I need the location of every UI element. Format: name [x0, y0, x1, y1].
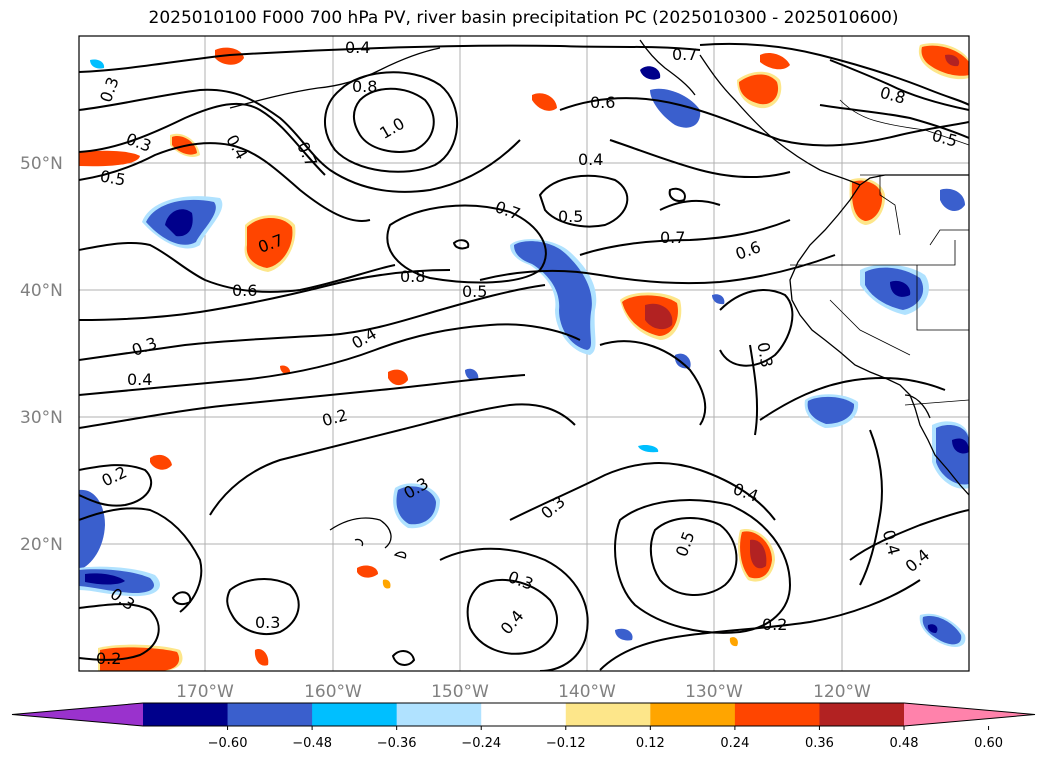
- contour-label: 0.3: [255, 613, 280, 632]
- colorbar-extend-max: [904, 703, 1035, 726]
- colorbar-tick-label: 0.36: [805, 736, 834, 751]
- contour-label: 0.7: [660, 228, 685, 247]
- colorbar-segment: [227, 703, 313, 726]
- colorbar-outline: [11, 702, 1036, 727]
- lat-label: 40°N: [20, 281, 63, 301]
- lon-label: 130°W: [685, 682, 743, 702]
- colorbar: −0.60 −0.48 −0.36 −0.24 −0.12 0.12 0.24 0.36 0.4…: [11, 702, 1036, 751]
- colorbar-segment: [650, 703, 736, 726]
- map-frame: [78, 35, 970, 672]
- colorbar-segment: [734, 703, 820, 726]
- longitude-labels: 170°W 160°W 150°W 140°W 130°W 120°W: [176, 682, 871, 702]
- contour-label: 0.7: [672, 45, 697, 64]
- pv-contours: [79, 42, 969, 671]
- colorbar-tick-label: 0.60: [974, 736, 1003, 751]
- negative-pc-region: [79, 59, 969, 647]
- colorbar-tick-label: 0.12: [636, 736, 665, 751]
- lon-label: 150°W: [431, 682, 489, 702]
- contour-label: 0.3: [753, 341, 776, 369]
- colorbar-tick-label: 0.24: [720, 736, 749, 751]
- contour-label: 0.8: [400, 267, 425, 286]
- colorbar-extend-min: [12, 703, 143, 726]
- contour-label: 0.8: [352, 77, 377, 96]
- colorbar-tick-label: −0.24: [461, 736, 501, 751]
- contour-label: 0.5: [558, 207, 583, 226]
- contour-label: 0.4: [127, 370, 152, 389]
- colorbar-segment: [396, 703, 482, 726]
- precip-shading: [79, 43, 969, 671]
- colorbar-tick-label: −0.48: [292, 736, 332, 751]
- lat-label: 50°N: [20, 154, 63, 174]
- lon-label: 140°W: [558, 682, 616, 702]
- colorbar-segment: [312, 703, 398, 726]
- colorbar-tick-label: −0.36: [377, 736, 417, 751]
- contour-label: 0.5: [99, 166, 127, 189]
- lon-label: 160°W: [304, 682, 362, 702]
- colorbar-segment: [565, 703, 651, 726]
- contour-label: 0.6: [232, 281, 257, 300]
- map-background: [79, 36, 969, 671]
- contour-label: 0.2: [96, 649, 121, 668]
- map-title: 2025010100 F000 700 hPa PV, river basin …: [148, 8, 899, 28]
- contour-label: 0.4: [345, 38, 370, 57]
- contour-label: 0.5: [462, 282, 487, 301]
- lon-label: 120°W: [813, 682, 871, 702]
- colorbar-segment: [819, 703, 905, 726]
- colorbar-tick-label: −0.12: [546, 736, 586, 751]
- contour-label: 0.4: [578, 150, 603, 169]
- contour-label: 0.6: [590, 93, 615, 112]
- colorbar-segment: [143, 703, 229, 726]
- lon-label: 170°W: [176, 682, 234, 702]
- positive-pc-region: [79, 43, 969, 671]
- lat-label: 20°N: [20, 535, 63, 555]
- lat-label: 30°N: [20, 408, 63, 428]
- colorbar-tick-label: −0.60: [208, 736, 248, 751]
- contour-label: 0.2: [762, 615, 787, 634]
- political-borders: [790, 99, 969, 406]
- colorbar-tick-label: 0.48: [890, 736, 919, 751]
- latitude-labels: 50°N 40°N 30°N 20°N: [20, 154, 63, 555]
- colorbar-segment: [481, 703, 567, 726]
